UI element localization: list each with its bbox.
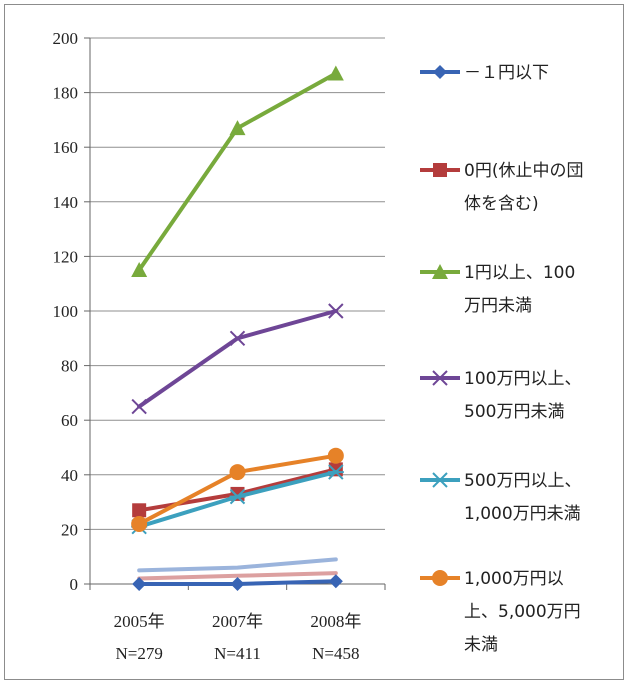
data-point [327,65,344,81]
legend-label: 1,000万円未満 [464,504,581,524]
series-6 [137,557,338,573]
legend-item: －１円以下 [420,63,549,83]
legend-label: －１円以下 [464,63,549,83]
data-point [229,120,246,136]
data-point [229,488,246,505]
x-tick-label-n: N=458 [312,644,359,663]
y-tick-label: 0 [70,575,79,594]
legend-label: 500万円未満 [464,402,564,422]
data-point [327,464,344,480]
series-7 [137,571,338,581]
y-tick-label: 180 [53,84,79,103]
legend-label: 1,000万円以 [464,569,564,589]
data-point [230,577,245,591]
data-point [131,398,147,415]
legend-marker [432,472,448,488]
y-tick-label: 140 [53,193,79,212]
series-line [137,557,338,573]
data-point [328,574,343,589]
x-tick-label-year: 2008年 [310,612,361,631]
x-tick-label-year: 2005年 [114,612,165,631]
data-point [229,330,246,347]
legend-marker [432,570,448,586]
legend-label: 万円未満 [464,296,532,316]
y-tick-label: 40 [61,466,78,485]
data-point [229,464,246,481]
legend-marker [433,163,447,177]
x-tick-label-year: 2007年 [212,612,263,631]
legend-label: 未満 [464,635,498,655]
y-tick-labels: 0 20 40 60 80 100 120 140 160 180 200 [53,29,79,594]
series-line [137,571,338,581]
legend-item: 100万円以上、 500万円未満 [420,369,581,422]
series-lines [131,65,344,591]
y-tick-label: 60 [61,411,78,430]
data-point [131,515,148,532]
data-point [328,303,344,319]
y-tick-label: 20 [61,520,78,539]
data-point [132,577,147,591]
y-tick-label: 100 [53,302,79,321]
series-0 [132,574,343,591]
legend-marker [432,264,448,279]
series-5 [131,447,344,532]
data-point [327,447,344,464]
y-tick-label: 160 [53,138,79,157]
legend-label: 100万円以上、 [464,369,581,389]
data-point [131,262,148,278]
x-tick-label-n: N=411 [214,644,261,663]
x-tick-label-n: N=279 [115,644,162,663]
series-3 [131,303,344,415]
legend-item: 1円以上、100 万円未満 [420,263,575,316]
legend-label: 0円(休止中の団 [464,161,583,181]
x-tick-labels: 2005年 N=279 2007年 N=411 2008年 N=458 [114,612,362,663]
chart-frame [4,4,624,680]
legend-marker [433,65,447,79]
y-tick-label: 120 [53,247,79,266]
legend-label: 1円以上、100 [464,263,575,283]
y-tick-label: 80 [61,357,78,376]
legend-label: 上、5,000万円 [464,602,581,622]
legend-marker [432,370,448,386]
legend-label: 体を含む) [464,194,539,214]
legend-item: 500万円以上、 1,000万円未満 [420,471,581,524]
y-tick-label: 200 [53,29,79,48]
legend-label: 500万円以上、 [464,471,581,491]
data-point [132,503,147,518]
series-line [137,71,338,273]
series-line [137,309,338,409]
series-2 [131,65,344,278]
